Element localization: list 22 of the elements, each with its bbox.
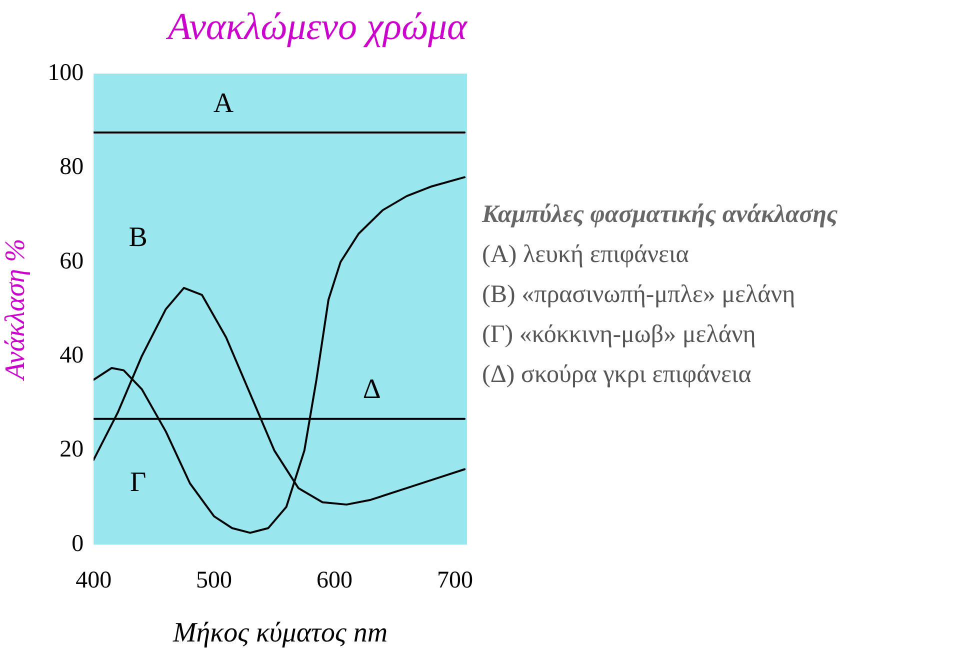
y-axis-title: Ανάκλαση % [0, 238, 32, 382]
series-label: Β [128, 222, 148, 253]
text: Καμπύλες φασματικής ανάκλασης [482, 200, 838, 230]
y-tick-label: 0 [72, 530, 84, 557]
text: (Δ) σκούρα γκρι επιφάνεια [482, 360, 752, 390]
y-tick-label: 100 [48, 60, 84, 86]
series-label: Γ [130, 466, 146, 498]
text: (Γ) «κόκκινη-μωβ» μελάνη [482, 320, 757, 350]
y-tick-label: 40 [60, 342, 84, 368]
x-tick-label: 400 [76, 567, 112, 594]
text: (Β) «πρασινωπή-μπλε» μελάνη [482, 280, 796, 310]
y-tick-label: 20 [60, 436, 84, 463]
text: (Α) λευκή επιφάνεια [482, 240, 690, 270]
x-axis-title: Μήκος κύματος nm [172, 618, 388, 649]
chart-title: Ανακλώμενο χρώμα [164, 6, 468, 48]
x-tick-label: 700 [436, 567, 473, 594]
series-label: Δ [362, 374, 381, 406]
y-tick-label: 60 [60, 248, 84, 274]
series-label: Α [213, 88, 234, 119]
y-tick-label: 80 [60, 154, 84, 180]
x-tick-label: 500 [196, 567, 232, 594]
x-tick-label: 600 [316, 567, 353, 594]
